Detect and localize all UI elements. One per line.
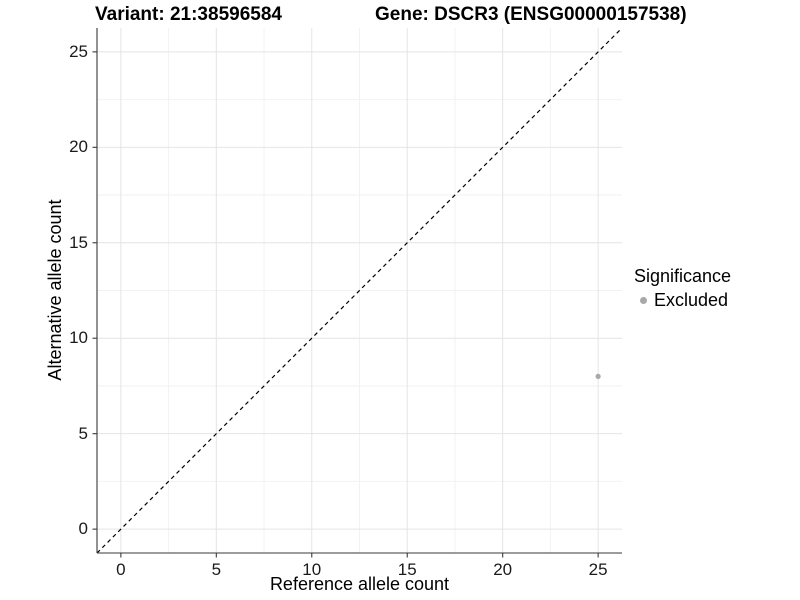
y-tick-label: 5 [78,423,88,443]
y-tick-label: 0 [78,519,88,539]
y-tick-label: 10 [69,328,88,348]
data-point [595,373,601,380]
identity-line [96,27,623,554]
legend-item-excluded: Excluded [634,290,731,311]
x-tick-label: 20 [493,560,513,579]
x-axis-title: Reference allele count [269,574,450,594]
x-tick-label: 5 [211,560,222,579]
x-tick-label: 0 [116,560,126,579]
legend-title: Significance [634,266,732,286]
y-tick-label: 15 [69,232,88,252]
y-axis-title: Alternative allele count [45,199,65,381]
legend: Significance Excluded [634,266,731,311]
x-tick-label: 25 [588,560,608,579]
gene-title: Gene: DSCR3 (ENSG00000157538) [375,4,687,25]
legend-item-label: Excluded [654,290,729,310]
y-tick-label: 25 [69,41,88,61]
x-tick-label: 10 [302,560,322,579]
variant-title: Variant: 21:38596584 [95,4,282,25]
y-tick-label: 20 [69,137,88,157]
excluded-point-icon [640,297,647,304]
x-tick-label: 15 [397,560,417,579]
